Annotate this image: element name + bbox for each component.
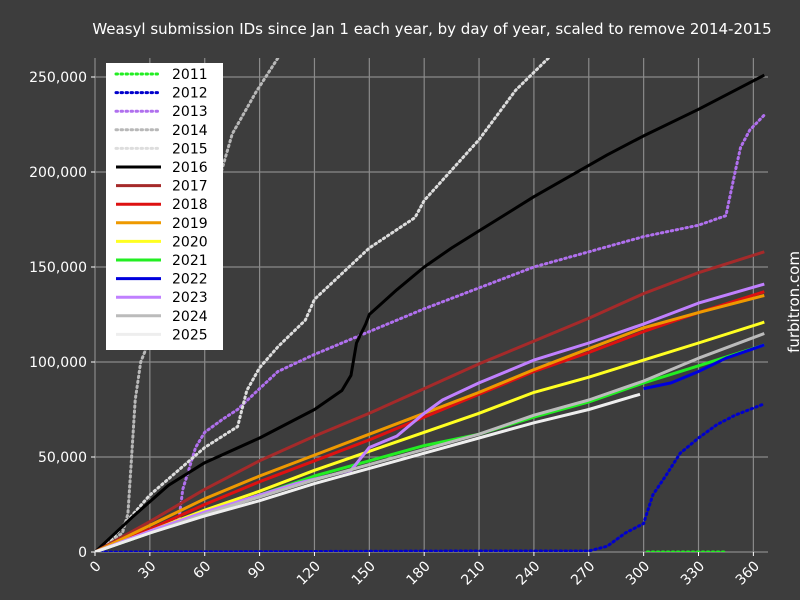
legend: 2011 2012 2013 2014 2015 2016 2017 2018 2019 2020… [106, 63, 223, 350]
legend-label-2022: 2022 [172, 272, 208, 288]
legend-label-2018: 2018 [172, 197, 208, 213]
series-line-2014 [95, 58, 280, 552]
watermark: furbitron.com [785, 251, 800, 353]
legend-label-2024: 2024 [172, 309, 208, 325]
series-line-2012 [95, 402, 766, 552]
y-tick-label: 200,000 [29, 165, 87, 181]
y-tick-label: 250,000 [29, 70, 87, 86]
series-line-2024 [95, 332, 765, 552]
legend-label-2015: 2015 [172, 141, 208, 157]
legend-label-2017: 2017 [172, 179, 208, 195]
y-tick-label: 50,000 [38, 450, 87, 466]
legend-label-2016: 2016 [172, 160, 208, 176]
y-tick-label: 0 [78, 545, 87, 561]
series-line-2025 [95, 392, 641, 552]
legend-label-2023: 2023 [172, 290, 208, 306]
legend-label-2021: 2021 [172, 253, 208, 269]
series-line-2020 [95, 320, 765, 552]
series-line-2023 [95, 282, 765, 552]
legend-label-2025: 2025 [172, 327, 208, 343]
series-line-2013 [95, 113, 766, 552]
legend-label-2011: 2011 [172, 67, 208, 83]
chart-title: Weasyl submission IDs since Jan 1 each y… [92, 20, 771, 38]
series-line-2022 [643, 343, 765, 391]
legend-label-2014: 2014 [172, 123, 208, 139]
series-line-2018 [95, 290, 765, 552]
series-layer [95, 58, 766, 552]
y-tick-label: 150,000 [29, 260, 87, 276]
series-line-2016 [95, 73, 765, 552]
legend-label-2020: 2020 [172, 234, 208, 250]
legend-label-2012: 2012 [172, 86, 208, 102]
legend-label-2013: 2013 [172, 104, 208, 120]
series-line-2015 [95, 58, 550, 552]
y-tick-label: 100,000 [29, 355, 87, 371]
legend-label-2019: 2019 [172, 216, 208, 232]
series-line-2017 [95, 250, 765, 552]
